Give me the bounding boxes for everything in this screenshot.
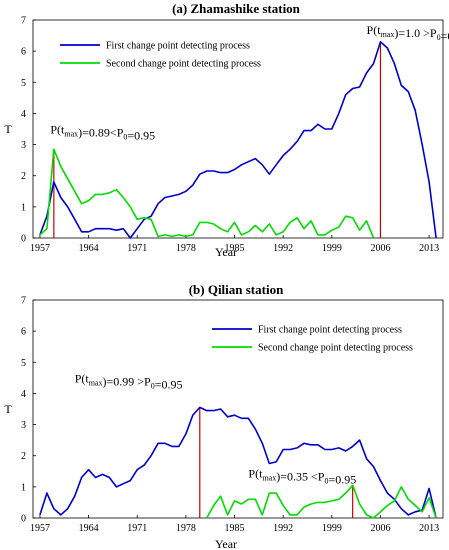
x-tick-label: 1992 (273, 523, 293, 534)
annotation-subscript: 0 (437, 33, 441, 42)
x-tick-label: 1971 (127, 523, 147, 534)
y-tick-label: 6 (21, 47, 26, 58)
x-tick-label: 1992 (273, 243, 293, 254)
y-tick-label: 5 (21, 78, 26, 89)
legend-entry: First change point detecting process (106, 41, 250, 52)
series-line-0 (39, 40, 437, 239)
x-tick-label: 2013 (419, 523, 439, 534)
x-tick-label: 1999 (322, 523, 342, 534)
y-tick-label: 4 (21, 389, 26, 400)
annotation-part: )=1.0 >P (394, 26, 437, 40)
annotation-subscript: 0 (123, 133, 127, 142)
legend-entry: First change point detecting process (258, 325, 402, 336)
annotation-part: =0.95 (127, 129, 155, 143)
annotation-part: =0.95 (441, 29, 449, 43)
series-line-0 (39, 406, 437, 519)
annotation-subscript: max (262, 474, 276, 483)
y-tick-label: 6 (21, 327, 26, 338)
x-tick-label: 1978 (176, 243, 196, 254)
y-tick-label: 1 (21, 482, 26, 493)
x-axis-label: Year (215, 245, 237, 259)
chart-title: (b) Qilian station (189, 282, 284, 297)
x-tick-label: 2006 (370, 523, 390, 534)
plot-frame (32, 299, 444, 519)
annotation-subscript: max (64, 130, 78, 139)
x-tick-label: 2013 (419, 243, 439, 254)
annotation-subscript: 0 (324, 477, 328, 486)
y-tick-label: 1 (21, 202, 26, 213)
y-tick-label: 5 (21, 358, 26, 369)
y-tick-label: 2 (21, 171, 26, 182)
x-tick-label: 1978 (176, 523, 196, 534)
y-axis-label: T (4, 122, 12, 136)
x-axis-label: Year (215, 537, 237, 550)
x-tick-label: 1964 (79, 243, 99, 254)
plot-frame (32, 19, 444, 239)
x-tick-label: 2006 (370, 243, 390, 254)
y-tick-label: 7 (21, 296, 26, 307)
y-tick-label: 2 (21, 451, 26, 462)
chart-panel-0: (a) Zhamashike station 0 1 2 3 4 5 6 7 1957 1964 19… (4, 1, 449, 259)
y-tick-label: 7 (21, 16, 26, 27)
y-tick-label: 0 (21, 234, 26, 245)
annotation-part: P(t (248, 467, 263, 481)
x-tick-label: 1957 (30, 523, 50, 534)
series-line-1 (39, 148, 375, 239)
x-tick-label: 1985 (225, 523, 245, 534)
series-line-1 (206, 484, 437, 519)
y-axis-label: T (4, 402, 12, 416)
annotation-subscript: 0 (151, 382, 155, 391)
annotation-part: P(t (75, 372, 90, 386)
y-tick-label: 3 (21, 140, 26, 151)
legend-entry: Second change point detecting process (258, 343, 413, 354)
annotation-part: )=0.35 <P (276, 470, 325, 484)
y-tick-label: 0 (21, 514, 26, 525)
annotation-part: )=0.99 >P (102, 375, 151, 389)
annotation: P(tmax)=0.99 >P0=0.95 (75, 372, 183, 392)
annotation-part: P(t (50, 123, 65, 137)
y-tick-label: 4 (21, 109, 26, 120)
x-tick-label: 1985 (225, 243, 245, 254)
x-tick-label: 1999 (322, 243, 342, 254)
x-tick-label: 1971 (127, 243, 147, 254)
legend-entry: Second change point detecting process (106, 59, 261, 70)
chart-panel-1: (b) Qilian station 0 1 2 3 4 5 6 7 1957 1964 1971 19… (4, 282, 444, 550)
x-tick-label: 1957 (30, 243, 50, 254)
annotation: P(tmax)=0.35 <P0=0.95 (248, 467, 356, 487)
y-tick-label: 3 (21, 420, 26, 431)
annotation-part: =0.95 (328, 473, 356, 487)
annotation-subscript: max (381, 30, 395, 39)
annotation-subscript: max (89, 379, 103, 388)
x-tick-label: 1964 (79, 523, 99, 534)
annotation-part: )=0.89<P (78, 126, 124, 140)
annotation: P(tmax)=0.89<P0=0.95 (50, 123, 155, 143)
annotation-part: P(t (367, 23, 382, 37)
annotation-part: =0.95 (155, 378, 183, 392)
annotation: P(tmax)=1.0 >P0=0.95 (367, 23, 449, 43)
chart-title: (a) Zhamashike station (172, 1, 301, 16)
